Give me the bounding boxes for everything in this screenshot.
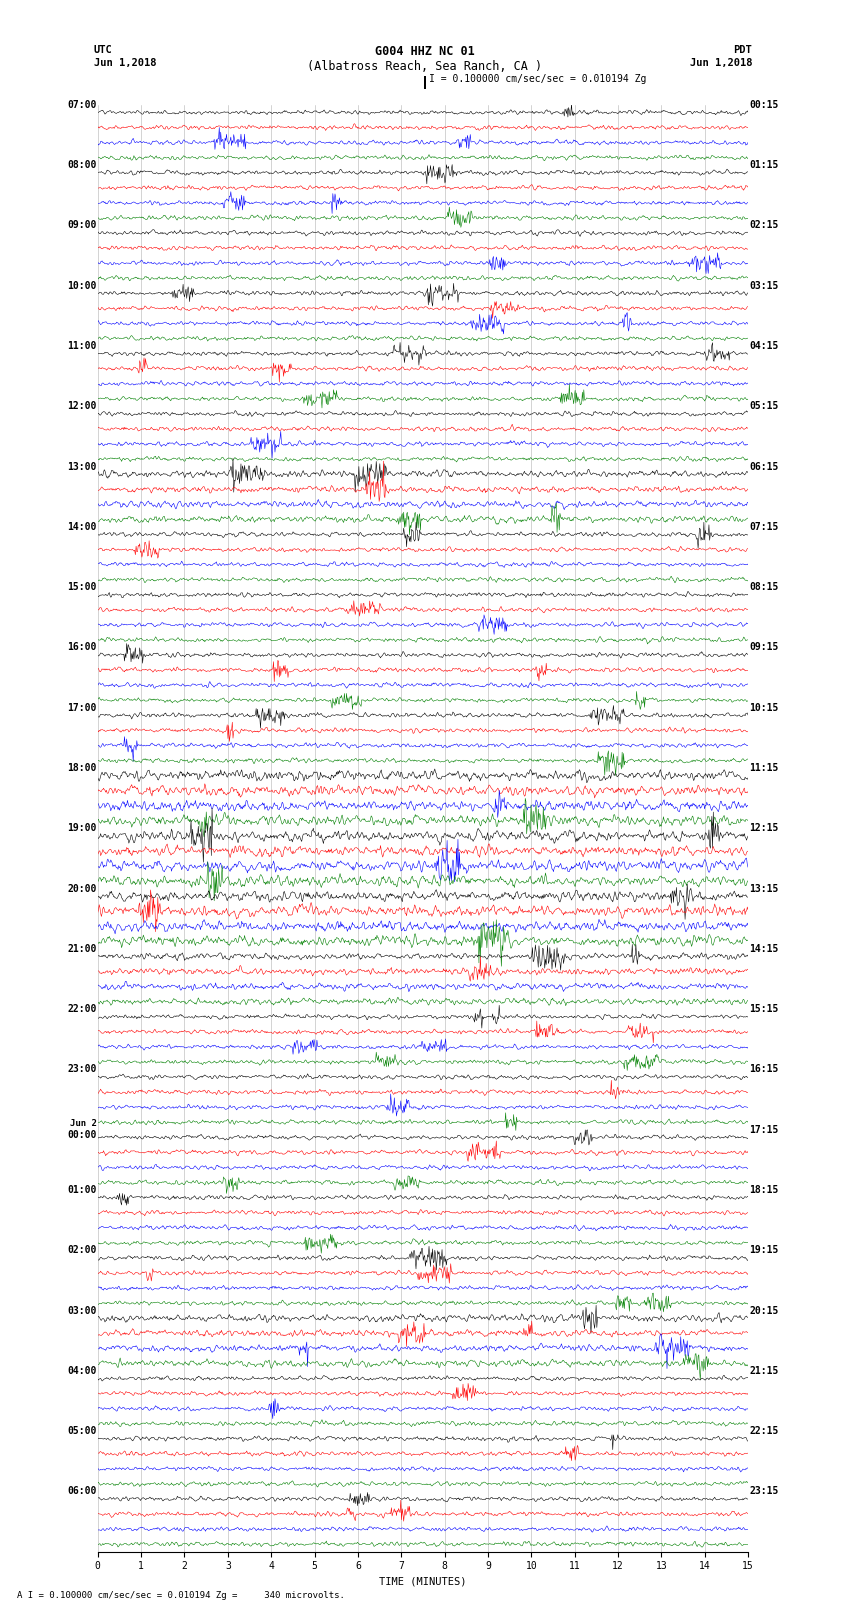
Text: 08:15: 08:15 [750, 582, 779, 592]
Text: 18:15: 18:15 [750, 1186, 779, 1195]
Text: 05:15: 05:15 [750, 402, 779, 411]
Text: 06:00: 06:00 [67, 1487, 96, 1497]
Text: Jun 2: Jun 2 [70, 1119, 96, 1129]
Text: 10:00: 10:00 [67, 281, 96, 290]
Text: UTC: UTC [94, 45, 112, 55]
Text: 11:15: 11:15 [750, 763, 779, 773]
Text: 15:15: 15:15 [750, 1005, 779, 1015]
Text: 23:15: 23:15 [750, 1487, 779, 1497]
Text: 04:15: 04:15 [750, 340, 779, 352]
Text: 23:00: 23:00 [67, 1065, 96, 1074]
Text: 09:00: 09:00 [67, 221, 96, 231]
Text: PDT: PDT [734, 45, 752, 55]
Text: 07:00: 07:00 [67, 100, 96, 110]
Text: 11:00: 11:00 [67, 340, 96, 352]
Text: I = 0.100000 cm/sec/sec = 0.010194 Zg: I = 0.100000 cm/sec/sec = 0.010194 Zg [429, 74, 647, 84]
Text: 12:00: 12:00 [67, 402, 96, 411]
Text: 06:15: 06:15 [750, 461, 779, 471]
Text: 04:00: 04:00 [67, 1366, 96, 1376]
Text: 02:00: 02:00 [67, 1245, 96, 1255]
Text: 03:15: 03:15 [750, 281, 779, 290]
Text: 08:00: 08:00 [67, 160, 96, 169]
Text: 10:15: 10:15 [750, 703, 779, 713]
Text: 00:00: 00:00 [67, 1131, 96, 1140]
Text: 07:15: 07:15 [750, 523, 779, 532]
Text: 16:15: 16:15 [750, 1065, 779, 1074]
Text: 19:00: 19:00 [67, 823, 96, 834]
Text: 00:15: 00:15 [750, 100, 779, 110]
Text: 17:15: 17:15 [750, 1124, 779, 1134]
Text: 03:00: 03:00 [67, 1305, 96, 1316]
Text: 22:00: 22:00 [67, 1005, 96, 1015]
Text: 19:15: 19:15 [750, 1245, 779, 1255]
Text: 20:00: 20:00 [67, 884, 96, 894]
Text: 21:15: 21:15 [750, 1366, 779, 1376]
Text: G004 HHZ NC 01: G004 HHZ NC 01 [375, 45, 475, 58]
Text: (Albatross Reach, Sea Ranch, CA ): (Albatross Reach, Sea Ranch, CA ) [308, 60, 542, 73]
Text: A I = 0.100000 cm/sec/sec = 0.010194 Zg =     340 microvolts.: A I = 0.100000 cm/sec/sec = 0.010194 Zg … [17, 1590, 345, 1600]
Text: Jun 1,2018: Jun 1,2018 [94, 58, 156, 68]
Text: 13:00: 13:00 [67, 461, 96, 471]
Text: 05:00: 05:00 [67, 1426, 96, 1436]
Text: 14:15: 14:15 [750, 944, 779, 953]
Text: 15:00: 15:00 [67, 582, 96, 592]
Text: 13:15: 13:15 [750, 884, 779, 894]
X-axis label: TIME (MINUTES): TIME (MINUTES) [379, 1578, 467, 1587]
Text: 17:00: 17:00 [67, 703, 96, 713]
Text: 20:15: 20:15 [750, 1305, 779, 1316]
Text: 09:15: 09:15 [750, 642, 779, 652]
Text: 16:00: 16:00 [67, 642, 96, 652]
Text: 14:00: 14:00 [67, 523, 96, 532]
Text: 01:15: 01:15 [750, 160, 779, 169]
Text: 22:15: 22:15 [750, 1426, 779, 1436]
Text: 21:00: 21:00 [67, 944, 96, 953]
Text: 12:15: 12:15 [750, 823, 779, 834]
Text: Jun 1,2018: Jun 1,2018 [689, 58, 752, 68]
Text: 18:00: 18:00 [67, 763, 96, 773]
Text: 01:00: 01:00 [67, 1186, 96, 1195]
Text: 02:15: 02:15 [750, 221, 779, 231]
